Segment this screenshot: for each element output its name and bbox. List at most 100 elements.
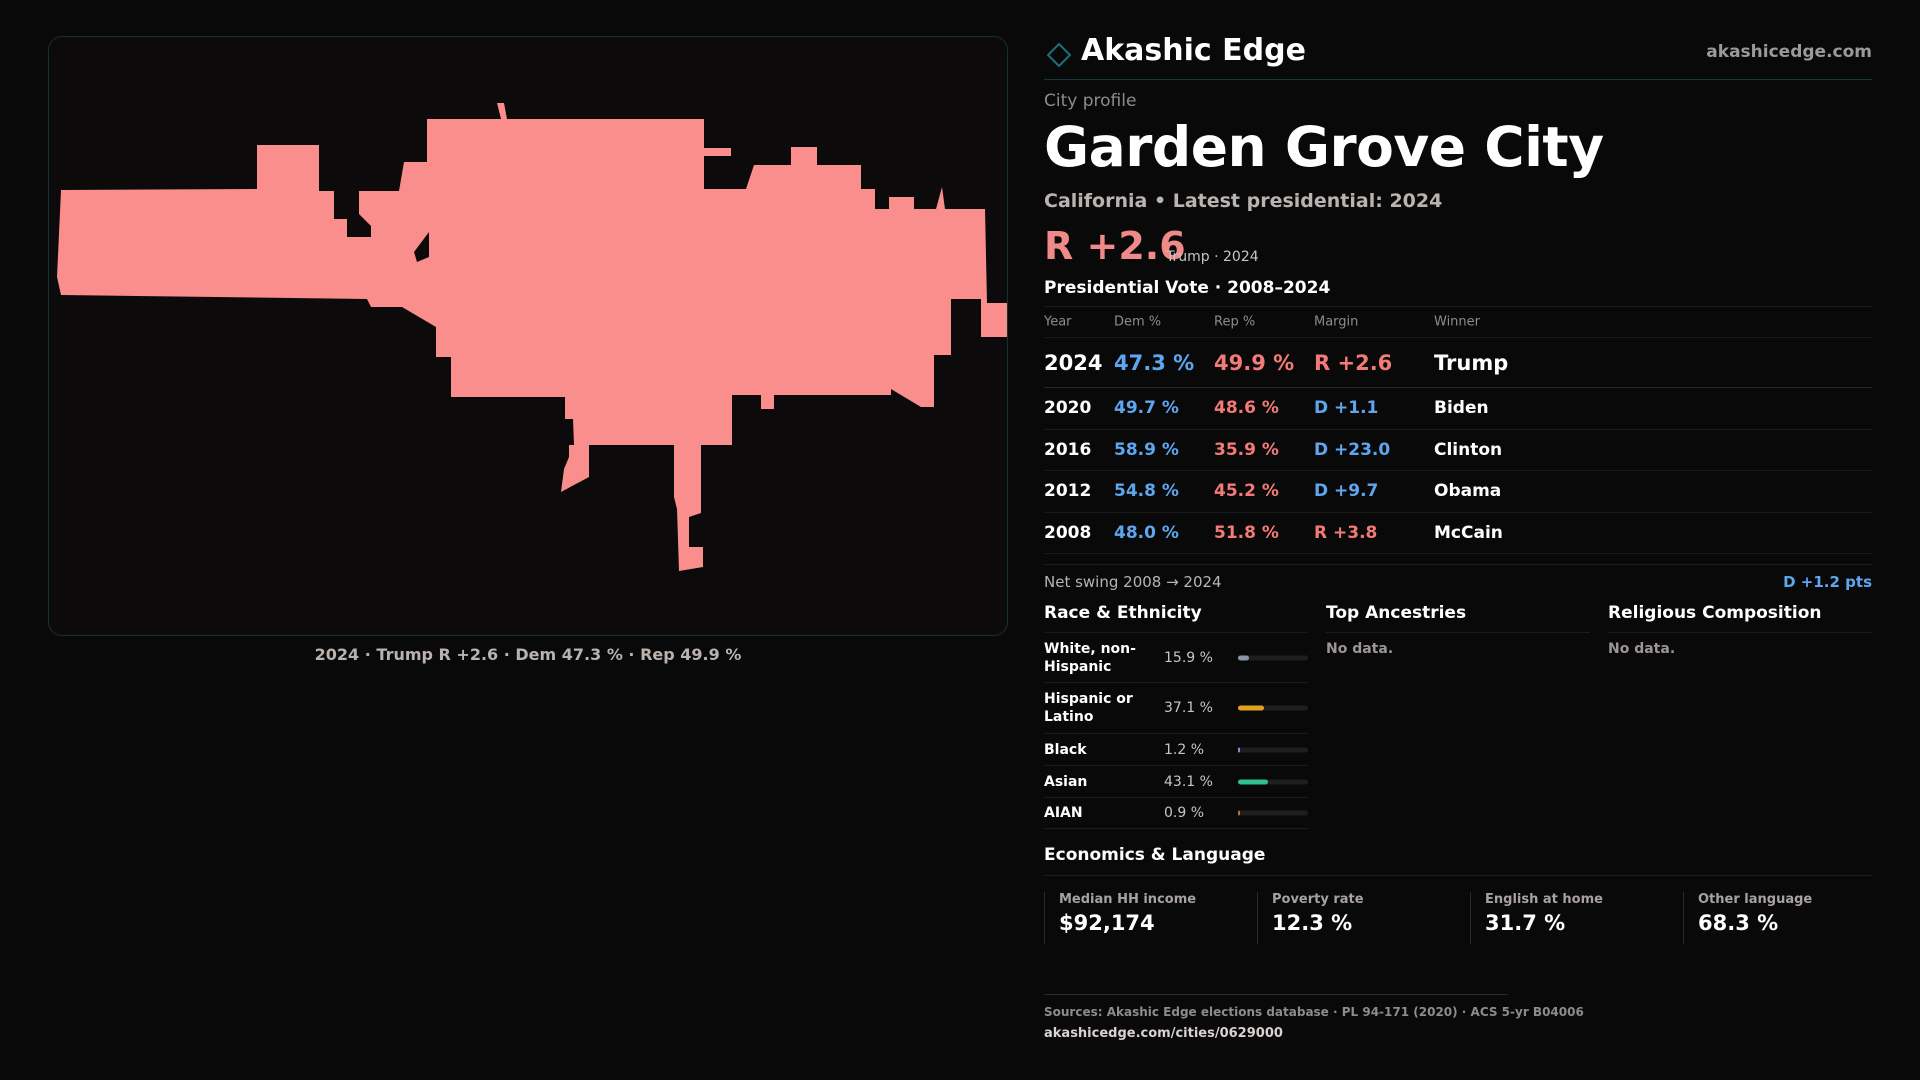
econ-card: English at home 31.7 % (1470, 892, 1670, 944)
header-dem: Dem % (1114, 314, 1162, 330)
profile-subtitle: California • Latest presidential: 2024 (1044, 190, 1443, 212)
dem-cell: 54.8 % (1114, 481, 1179, 502)
winner-cell: Biden (1434, 398, 1489, 419)
race-label: AIAN (1044, 805, 1083, 821)
race-percent: 0.9 % (1164, 805, 1205, 821)
dem-cell: 48.0 % (1114, 522, 1179, 543)
rep-cell: 35.9 % (1214, 439, 1279, 460)
year-cell: 2016 (1044, 439, 1092, 460)
header-year: Year (1044, 314, 1072, 330)
table-row[interactable]: 2024 47.3 % 49.9 % R +2.6 Trump (1044, 338, 1872, 388)
margin-cell: D +23.0 (1314, 439, 1391, 460)
dem-cell: 49.7 % (1114, 398, 1179, 419)
net-swing-row: Net swing 2008 → 2024 D +1.2 pts (1044, 564, 1872, 596)
race-bar-track (1238, 655, 1308, 660)
econ-value: 12.3 % (1272, 911, 1353, 935)
profile-panel: Akashic Edge akashicedge.com City profil… (1044, 0, 1872, 1080)
rep-cell: 45.2 % (1214, 481, 1279, 502)
diamond-outline-icon (1047, 43, 1071, 67)
race-bar-fill (1238, 779, 1269, 784)
map-caption: 2024 · Trump R +2.6 · Dem 47.3 % · Rep 4… (314, 645, 742, 664)
winner-cell: Obama (1434, 481, 1502, 502)
religion-empty: No data. (1608, 641, 1676, 657)
city-boundary-shape[interactable] (57, 103, 1007, 571)
race-ethnicity-section: Race & Ethnicity White, non-Hispanic 15.9… (1044, 600, 1308, 829)
race-percent: 15.9 % (1164, 649, 1213, 666)
race-label: White, non-Hispanic (1044, 640, 1136, 675)
winner-cell: McCain (1434, 522, 1503, 543)
econ-label: Poverty rate (1272, 892, 1364, 907)
latest-margin-note: Trump · 2024 (1166, 249, 1259, 265)
latest-margin: R +2.6 (1044, 224, 1186, 268)
race-label: Asian (1044, 773, 1088, 790)
econ-label: English at home (1485, 892, 1603, 907)
year-cell: 2012 (1044, 481, 1092, 502)
table-row[interactable]: 2020 49.7 % 48.6 % D +1.1 Biden (1044, 388, 1872, 430)
net-swing-value: D +1.2 pts (1783, 573, 1872, 591)
margin-cell: R +3.8 (1314, 522, 1378, 543)
year-cell: 2008 (1044, 522, 1092, 543)
brand-header: Akashic Edge akashicedge.com (1044, 30, 1872, 80)
net-swing-label: Net swing 2008 → 2024 (1044, 573, 1222, 591)
race-label: Black (1044, 741, 1087, 758)
presidential-vote-table: Year Dem % Rep % Margin Winner 2024 47.3 … (1044, 306, 1872, 554)
race-percent: 37.1 % (1164, 700, 1213, 716)
economics-section-title: Economics & Language (1044, 845, 1266, 865)
econ-card: Median HH income $92,174 (1044, 892, 1244, 944)
race-row: Asian 43.1 % (1044, 766, 1308, 798)
table-row[interactable]: 2016 58.9 % 35.9 % D +23.0 Clinton (1044, 430, 1872, 471)
ancestries-section: Top Ancestries No data. (1326, 600, 1590, 657)
race-bar-fill (1238, 810, 1240, 816)
race-bar-fill (1238, 747, 1240, 752)
race-row: Hispanic or Latino 37.1 % (1044, 683, 1308, 734)
econ-value: 68.3 % (1698, 911, 1779, 935)
brand-name[interactable]: Akashic Edge (1081, 33, 1306, 68)
race-bar-fill (1238, 655, 1250, 660)
profile-eyebrow: City profile (1044, 91, 1137, 111)
dem-cell: 47.3 % (1114, 350, 1195, 375)
ancestries-section-title: Top Ancestries (1326, 600, 1590, 633)
rep-cell: 48.6 % (1214, 398, 1279, 419)
religion-section-title: Religious Composition (1608, 600, 1872, 633)
header-rep: Rep % (1214, 314, 1256, 330)
race-bar-fill (1238, 705, 1264, 711)
margin-cell: D +9.7 (1314, 481, 1379, 502)
table-row[interactable]: 2012 54.8 % 45.2 % D +9.7 Obama (1044, 471, 1872, 513)
race-row: Black 1.2 % (1044, 734, 1308, 766)
winner-cell: Clinton (1434, 439, 1503, 460)
table-header: Year Dem % Rep % Margin Winner (1044, 307, 1872, 338)
brand-url-link[interactable]: akashicedge.com (1706, 42, 1872, 62)
rep-cell: 51.8 % (1214, 522, 1279, 543)
year-cell: 2024 (1044, 350, 1103, 375)
race-section-title: Race & Ethnicity (1044, 600, 1308, 633)
econ-label: Median HH income (1059, 892, 1197, 907)
header-winner: Winner (1434, 314, 1481, 330)
sources-text: Sources: Akashic Edge elections database… (1044, 1005, 1584, 1019)
margin-cell: R +2.6 (1314, 350, 1393, 375)
race-row: AIAN 0.9 % (1044, 798, 1308, 829)
presidential-section-title: Presidential Vote · 2008–2024 (1044, 278, 1331, 298)
econ-card: Poverty rate 12.3 % (1257, 892, 1457, 944)
race-percent: 43.1 % (1164, 773, 1213, 790)
race-row: White, non-Hispanic 15.9 % (1044, 633, 1308, 683)
race-percent: 1.2 % (1164, 741, 1205, 758)
year-cell: 2020 (1044, 398, 1092, 419)
winner-cell: Trump (1434, 350, 1509, 375)
race-label: Hispanic or Latino (1044, 691, 1133, 725)
dem-cell: 58.9 % (1114, 439, 1179, 460)
divider (1044, 994, 1508, 995)
map-panel[interactable] (48, 36, 1008, 636)
race-bar-track (1238, 747, 1308, 752)
table-row[interactable]: 2008 48.0 % 51.8 % R +3.8 McCain (1044, 513, 1872, 554)
divider (1044, 875, 1872, 876)
econ-card: Other language 68.3 % (1683, 892, 1883, 944)
econ-value: $92,174 (1059, 911, 1155, 935)
econ-label: Other language (1698, 892, 1813, 907)
header-margin: Margin (1314, 314, 1359, 330)
religion-section: Religious Composition No data. (1608, 600, 1872, 657)
race-bar-track (1238, 810, 1308, 816)
econ-value: 31.7 % (1485, 911, 1566, 935)
margin-cell: D +1.1 (1314, 398, 1379, 419)
sources-url-link[interactable]: akashicedge.com/cities/0629000 (1044, 1026, 1283, 1041)
race-bar-track (1238, 779, 1308, 784)
